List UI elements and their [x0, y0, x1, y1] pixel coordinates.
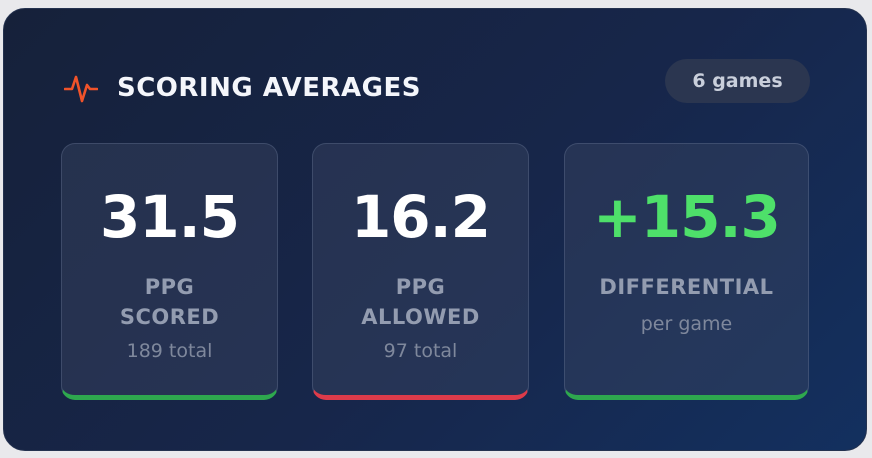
stat-label-line: SCORED [119, 305, 220, 329]
games-count-badge: 6 games [665, 59, 810, 103]
stat-label-line: ALLOWED [361, 305, 480, 329]
stat-label: DIFFERENTIAL [565, 272, 808, 302]
stat-label: PPG SCORED [62, 272, 277, 332]
stat-label-line: PPG [395, 275, 446, 299]
stat-value: +15.3 [593, 183, 781, 251]
pulse-icon [63, 71, 99, 105]
stat-total: 189 total [126, 340, 213, 362]
stat-value: 31.5 [99, 183, 240, 251]
stat-total: 97 total [383, 340, 458, 362]
stat-label-line: DIFFERENTIAL [599, 275, 774, 299]
stat-differential: +15.3 DIFFERENTIAL per game [564, 143, 809, 400]
stat-label-line: PPG [144, 275, 195, 299]
stat-ppg-scored: 31.5 PPG SCORED 189 total [61, 143, 278, 400]
stat-label: PPG ALLOWED [313, 272, 528, 332]
scoring-averages-card: SCORING AVERAGES 6 games 31.5 PPG SCORED… [3, 8, 867, 451]
stat-per-game: per game [640, 313, 733, 335]
stat-value: 16.2 [350, 183, 491, 251]
stat-ppg-allowed: 16.2 PPG ALLOWED 97 total [312, 143, 529, 400]
card-title: SCORING AVERAGES [117, 73, 421, 103]
